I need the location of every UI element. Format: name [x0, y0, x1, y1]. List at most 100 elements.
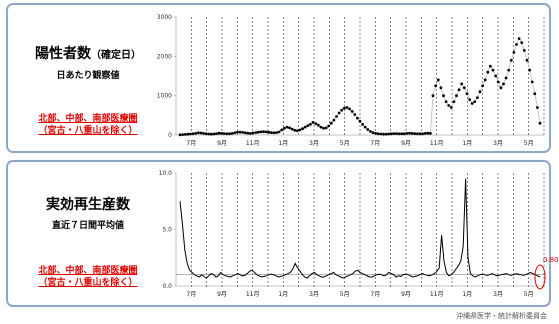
data-point: [486, 70, 490, 74]
data-point: [387, 132, 391, 136]
data-point: [225, 132, 229, 136]
data-point: [481, 84, 484, 88]
x-tick-label: 5月: [340, 291, 350, 298]
data-point: [423, 132, 427, 135]
data-point: [319, 125, 323, 129]
data-point: [353, 113, 357, 116]
data-point: [269, 131, 273, 135]
reproduction-number-info: 実効再生産数 直近７日間平均値 北部、中部、南部医療圏 （宮古・八重山を除く）: [8, 162, 168, 305]
data-point: [280, 128, 284, 132]
data-point: [254, 131, 258, 135]
positive-cases-panel: 陽性者数（確定日） 日あたり観察値 北部、中部、南部医療圏 （宮古・八重山を除く…: [6, 3, 551, 153]
data-point: [196, 131, 200, 135]
data-point: [418, 132, 422, 136]
data-point: [207, 132, 211, 136]
reproduction-number-panel: 実効再生産数 直近７日間平均値 北部、中部、南部医療圏 （宮古・八重山を除く）: [6, 160, 551, 307]
data-point: [462, 86, 466, 90]
data-point: [324, 126, 328, 130]
data-point: [337, 111, 341, 115]
data-point: [296, 129, 299, 133]
data-point: [517, 37, 521, 40]
data-point: [293, 128, 297, 132]
data-point: [455, 94, 458, 98]
x-tick-label: 1月: [462, 140, 472, 147]
positive-cases-chart: 0 1000 2000 3000 7月 9月 11月 1月 3月 5月 7月 9月 11月 1月 3月 5月: [157, 14, 545, 147]
x-tick-label: 5月: [524, 140, 534, 147]
data-point: [470, 102, 474, 105]
data-point: [444, 100, 448, 103]
x-tick-label: 9月: [217, 291, 227, 298]
y-tick-label: 5.0: [162, 227, 172, 234]
data-point: [236, 130, 239, 134]
data-point: [509, 58, 513, 62]
data-point: [189, 132, 192, 136]
data-point: [457, 88, 461, 92]
data-point: [217, 131, 221, 135]
data-point: [460, 82, 464, 86]
data-point: [507, 68, 511, 72]
data-point: [499, 86, 503, 90]
y-tick-label: 10.0: [159, 170, 173, 177]
data-point: [489, 64, 492, 68]
x-tick-label: 3月: [493, 291, 503, 298]
data-point: [181, 133, 185, 137]
data-point: [483, 78, 487, 82]
positive-cases-info: 陽性者数（確定日） 日あたり観察値 北部、中部、南部医療圏 （宮古・八重山を除く…: [8, 5, 168, 151]
data-point: [376, 132, 380, 136]
data-point: [272, 131, 276, 135]
data-point: [476, 96, 479, 99]
data-point: [468, 98, 471, 101]
data-point: [496, 80, 500, 84]
data-point: [183, 133, 187, 136]
data-point: [397, 132, 401, 136]
data-point: [222, 132, 226, 136]
data-point: [303, 125, 307, 129]
y-tick-label: 0: [168, 132, 172, 139]
data-point: [327, 124, 331, 128]
x-tick-label: 3月: [493, 140, 503, 147]
data-point: [374, 132, 378, 135]
data-point: [178, 133, 182, 137]
x-tick-label: 11月: [246, 140, 260, 147]
data-point: [408, 131, 411, 135]
data-point: [369, 130, 372, 133]
data-point: [311, 121, 315, 124]
data-point: [491, 68, 495, 72]
last-value-marker: [534, 264, 546, 290]
data-point: [238, 130, 242, 134]
last-value-label: 0.80: [543, 256, 559, 264]
data-point: [199, 131, 203, 135]
data-point: [410, 132, 414, 135]
y-tick-label: 3000: [157, 14, 172, 21]
data-point: [473, 100, 477, 103]
data-point: [436, 78, 440, 82]
data-point: [528, 68, 531, 72]
data-point: [434, 84, 438, 88]
data-point: [536, 106, 539, 109]
data-point: [290, 127, 294, 131]
positive-cases-title-paren: （確定日）: [91, 50, 141, 61]
positive-cases-subtitle: 日あたり観察値: [56, 71, 120, 81]
data-point: [335, 115, 338, 118]
data-point: [262, 130, 265, 134]
x-tick-label: 1月: [278, 291, 288, 298]
data-point: [202, 132, 205, 135]
data-point: [285, 125, 289, 129]
data-point: [191, 132, 195, 136]
data-point: [522, 49, 526, 52]
data-point: [233, 131, 237, 135]
reproduction-number-chart: 0.0 5.0 10.0 7月 9月 11月 1月 3月 5月 7月 9月 11月 1月 3月 5月 0.80: [159, 170, 559, 298]
data-point: [426, 131, 430, 135]
data-point: [504, 76, 508, 80]
data-point: [413, 132, 417, 136]
data-point: [194, 132, 198, 135]
data-point: [416, 132, 419, 136]
x-tick-label: 1月: [278, 140, 288, 147]
data-point: [429, 132, 432, 135]
data-point: [494, 74, 498, 78]
data-point: [525, 58, 529, 62]
data-point: [382, 132, 385, 136]
data-point: [400, 132, 404, 136]
data-point: [439, 86, 443, 90]
data-point: [256, 130, 260, 134]
